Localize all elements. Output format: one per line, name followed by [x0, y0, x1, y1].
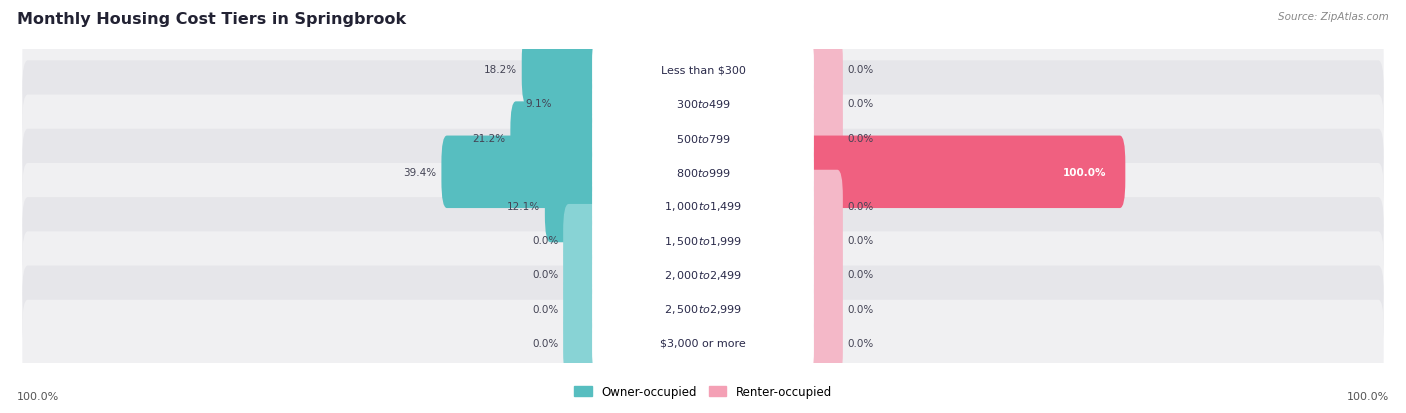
Text: 0.0%: 0.0% — [848, 99, 875, 109]
FancyBboxPatch shape — [510, 102, 602, 174]
Text: 0.0%: 0.0% — [531, 270, 558, 280]
Text: 0.0%: 0.0% — [848, 133, 875, 143]
FancyBboxPatch shape — [564, 307, 602, 379]
Text: $500 to $799: $500 to $799 — [675, 132, 731, 144]
FancyBboxPatch shape — [22, 198, 1384, 284]
FancyBboxPatch shape — [592, 109, 814, 168]
Text: 0.0%: 0.0% — [531, 304, 558, 314]
FancyBboxPatch shape — [22, 300, 1384, 386]
FancyBboxPatch shape — [22, 129, 1384, 215]
Text: 0.0%: 0.0% — [848, 65, 875, 75]
FancyBboxPatch shape — [592, 245, 814, 304]
Text: 0.0%: 0.0% — [848, 270, 875, 280]
FancyBboxPatch shape — [592, 280, 814, 338]
Text: 0.0%: 0.0% — [848, 236, 875, 246]
Text: 100.0%: 100.0% — [17, 391, 59, 401]
FancyBboxPatch shape — [592, 177, 814, 236]
FancyBboxPatch shape — [804, 102, 842, 174]
FancyBboxPatch shape — [804, 273, 842, 345]
Text: $2,500 to $2,999: $2,500 to $2,999 — [664, 302, 742, 316]
Text: 0.0%: 0.0% — [848, 338, 875, 348]
Text: 21.2%: 21.2% — [472, 133, 506, 143]
FancyBboxPatch shape — [804, 307, 842, 379]
FancyBboxPatch shape — [804, 170, 842, 243]
FancyBboxPatch shape — [592, 313, 814, 372]
Text: 9.1%: 9.1% — [524, 99, 551, 109]
Text: 0.0%: 0.0% — [531, 236, 558, 246]
FancyBboxPatch shape — [592, 75, 814, 133]
Text: $1,500 to $1,999: $1,500 to $1,999 — [664, 234, 742, 247]
FancyBboxPatch shape — [804, 34, 842, 106]
FancyBboxPatch shape — [804, 239, 842, 311]
FancyBboxPatch shape — [564, 273, 602, 345]
Text: Monthly Housing Cost Tiers in Springbrook: Monthly Housing Cost Tiers in Springbroo… — [17, 12, 406, 27]
Text: 100.0%: 100.0% — [1063, 167, 1107, 177]
Text: 12.1%: 12.1% — [508, 202, 540, 211]
Legend: Owner-occupied, Renter-occupied: Owner-occupied, Renter-occupied — [569, 381, 837, 403]
Text: $2,000 to $2,499: $2,000 to $2,499 — [664, 268, 742, 281]
FancyBboxPatch shape — [546, 170, 602, 243]
Text: Source: ZipAtlas.com: Source: ZipAtlas.com — [1278, 12, 1389, 22]
Text: 100.0%: 100.0% — [1347, 391, 1389, 401]
Text: $1,000 to $1,499: $1,000 to $1,499 — [664, 200, 742, 213]
FancyBboxPatch shape — [804, 136, 1125, 209]
FancyBboxPatch shape — [592, 41, 814, 100]
FancyBboxPatch shape — [22, 27, 1384, 113]
FancyBboxPatch shape — [522, 34, 602, 106]
FancyBboxPatch shape — [22, 95, 1384, 181]
FancyBboxPatch shape — [804, 204, 842, 277]
Text: 0.0%: 0.0% — [531, 338, 558, 348]
Text: 18.2%: 18.2% — [484, 65, 517, 75]
FancyBboxPatch shape — [804, 68, 842, 140]
FancyBboxPatch shape — [592, 143, 814, 202]
FancyBboxPatch shape — [557, 68, 602, 140]
Text: $800 to $999: $800 to $999 — [675, 166, 731, 178]
Text: Less than $300: Less than $300 — [661, 65, 745, 75]
Text: 0.0%: 0.0% — [848, 202, 875, 211]
Text: $300 to $499: $300 to $499 — [675, 98, 731, 110]
FancyBboxPatch shape — [564, 204, 602, 277]
Text: $3,000 or more: $3,000 or more — [661, 338, 745, 348]
FancyBboxPatch shape — [592, 211, 814, 270]
FancyBboxPatch shape — [22, 232, 1384, 318]
FancyBboxPatch shape — [22, 61, 1384, 147]
FancyBboxPatch shape — [441, 136, 602, 209]
FancyBboxPatch shape — [22, 266, 1384, 352]
FancyBboxPatch shape — [564, 239, 602, 311]
Text: 39.4%: 39.4% — [404, 167, 437, 177]
Text: 0.0%: 0.0% — [848, 304, 875, 314]
FancyBboxPatch shape — [22, 164, 1384, 249]
